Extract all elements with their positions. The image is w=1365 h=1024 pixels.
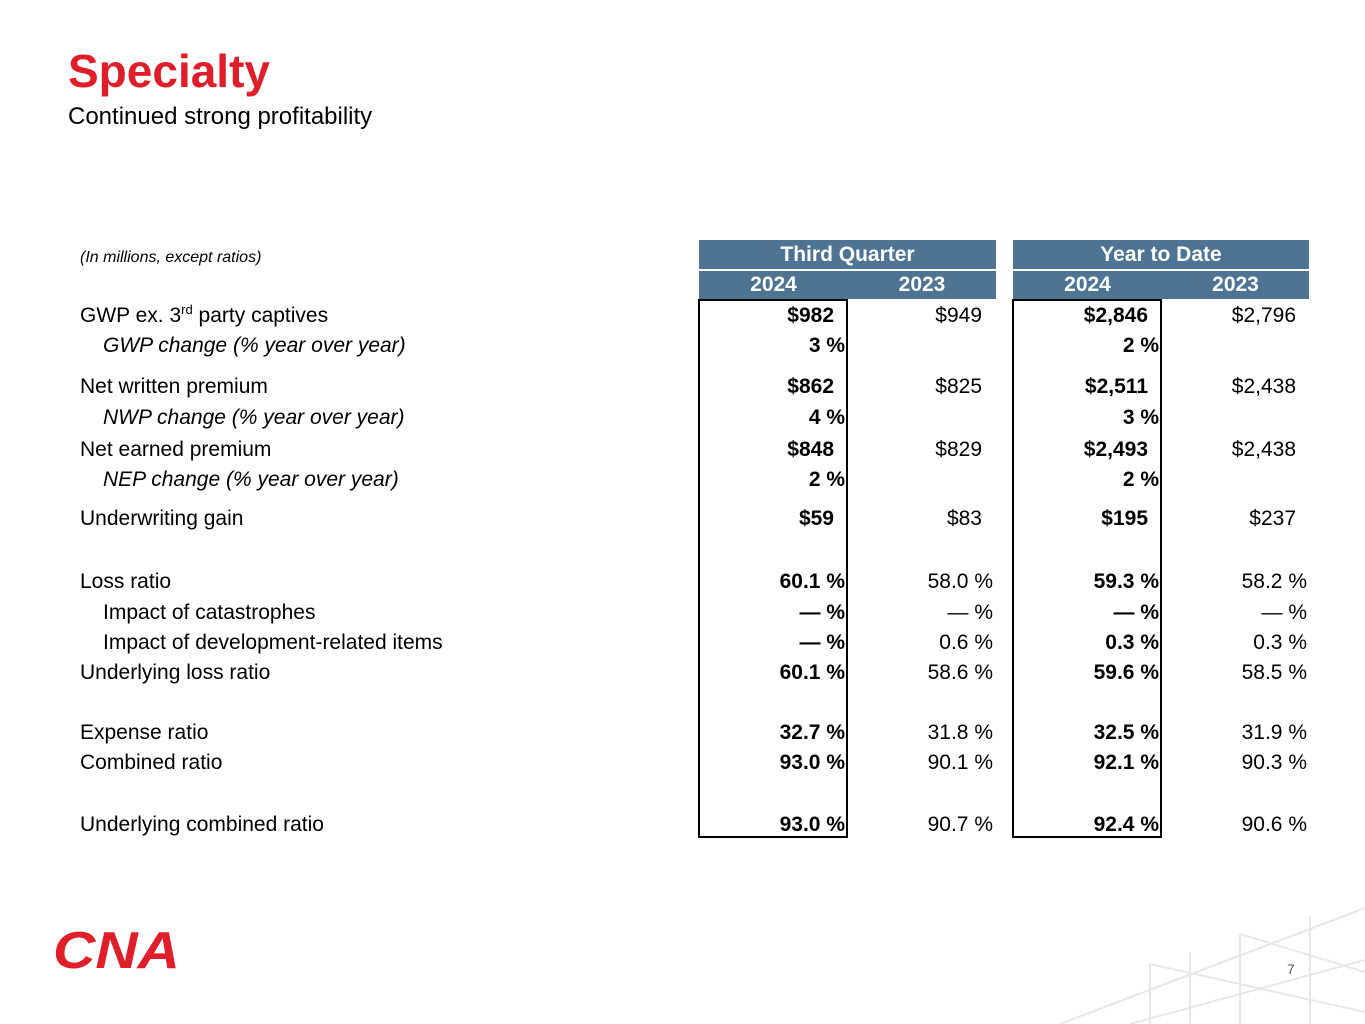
value-q3-2024: $59 — [798, 507, 834, 530]
row-label: Combined ratio — [80, 751, 223, 774]
table-row-nep: Net earned premium $848 $829 $2,493 $2,4… — [0, 435, 1365, 465]
value-ytd-2023: $2,796 — [1231, 304, 1296, 327]
value-ytd-2024: 0.3 % — [1105, 631, 1159, 654]
value-ytd-2023: 58.2 % — [1241, 570, 1307, 593]
value-q3-2024: $862 — [787, 375, 834, 398]
value-ytd-2024: 59.6 % — [1093, 661, 1159, 684]
decorative-lines-graphic — [1059, 907, 1365, 1024]
value-q3-2023: 0.6 % — [939, 631, 993, 654]
row-label: Expense ratio — [80, 721, 209, 744]
value-ytd-2023: 90.6 % — [1241, 813, 1307, 836]
value-ytd-2023: 31.9 % — [1241, 721, 1307, 744]
value-ytd-2024: 2 % — [1122, 334, 1159, 357]
row-label: GWP ex. 3rd party captives — [80, 302, 329, 327]
slide-subtitle: Continued strong profitability — [68, 103, 373, 130]
value-ytd-2023: 90.3 % — [1241, 751, 1307, 774]
value-ytd-2023: $2,438 — [1231, 438, 1296, 461]
value-q3-2023: — % — [947, 601, 993, 624]
units-note: (In millions, except ratios) — [80, 249, 262, 266]
value-ytd-2024: 32.5 % — [1093, 721, 1159, 744]
value-ytd-2024: $2,493 — [1083, 438, 1148, 461]
value-q3-2024: 4 % — [808, 406, 845, 429]
cna-logo: CNA — [53, 925, 180, 971]
row-label: Underlying combined ratio — [80, 813, 324, 836]
value-ytd-2024: 59.3 % — [1093, 570, 1159, 593]
header-third-quarter: Third Quarter — [699, 240, 996, 269]
value-q3-2024: 2 % — [808, 468, 845, 491]
svg-text:CNA: CNA — [53, 925, 180, 971]
row-label: Impact of catastrophes — [103, 601, 316, 624]
value-ytd-2024: 2 % — [1122, 468, 1159, 491]
value-q3-2023: 58.6 % — [927, 661, 993, 684]
value-q3-2023: 31.8 % — [927, 721, 993, 744]
value-q3-2024: $982 — [787, 304, 834, 327]
value-ytd-2023: $2,438 — [1231, 375, 1296, 398]
value-q3-2024: — % — [799, 631, 845, 654]
table-row-nwp-change: NWP change (% year over year) 4 % 3 % — [0, 403, 1365, 433]
value-q3-2023: $825 — [935, 375, 982, 398]
table-row-combined-ratio: Combined ratio 93.0 % 90.1 % 92.1 % 90.3… — [0, 748, 1365, 778]
header-q3-2024: 2024 — [699, 271, 848, 299]
value-q3-2024: 93.0 % — [779, 813, 845, 836]
table-row-development-items: Impact of development-related items — % … — [0, 628, 1365, 658]
value-q3-2023: $949 — [935, 304, 982, 327]
value-ytd-2024: $2,511 — [1084, 375, 1148, 398]
value-ytd-2023: 58.5 % — [1241, 661, 1307, 684]
row-label: Net written premium — [80, 375, 268, 398]
value-ytd-2023: $237 — [1249, 507, 1296, 530]
value-ytd-2024: 92.4 % — [1093, 813, 1159, 836]
row-label: NEP change (% year over year) — [103, 468, 399, 491]
table-row-nwp: Net written premium $862 $825 $2,511 $2,… — [0, 372, 1365, 402]
table-row-gwp: GWP ex. 3rd party captives $982 $949 $2,… — [0, 301, 1365, 331]
value-ytd-2024: — % — [1113, 601, 1159, 624]
value-q3-2024: — % — [799, 601, 845, 624]
value-q3-2023: $829 — [935, 438, 982, 461]
value-q3-2023: 58.0 % — [927, 570, 993, 593]
value-ytd-2024: 92.1 % — [1093, 751, 1159, 774]
header-q3-2023: 2023 — [848, 271, 996, 299]
value-q3-2024: 60.1 % — [779, 661, 845, 684]
header-year-to-date: Year to Date — [1013, 240, 1309, 269]
value-q3-2023: 90.1 % — [927, 751, 993, 774]
row-label: Underlying loss ratio — [80, 661, 271, 684]
value-q3-2023: 90.7 % — [927, 813, 993, 836]
table-row-nep-change: NEP change (% year over year) 2 % 2 % — [0, 465, 1365, 495]
table-row-catastrophes: Impact of catastrophes — % — % — % — % — [0, 598, 1365, 628]
table-row-expense-ratio: Expense ratio 32.7 % 31.8 % 32.5 % 31.9 … — [0, 718, 1365, 748]
row-label: GWP change (% year over year) — [103, 334, 406, 357]
table-row-underwriting-gain: Underwriting gain $59 $83 $195 $237 — [0, 504, 1365, 534]
value-q3-2024: 32.7 % — [779, 721, 845, 744]
row-label: Net earned premium — [80, 438, 272, 461]
table-row-underlying-loss-ratio: Underlying loss ratio 60.1 % 58.6 % 59.6… — [0, 658, 1365, 688]
row-label: NWP change (% year over year) — [103, 406, 405, 429]
table-row-underlying-combined-ratio: Underlying combined ratio 93.0 % 90.7 % … — [0, 810, 1365, 840]
row-label: Underwriting gain — [80, 507, 244, 530]
highlight-box-ytd-2024 — [1012, 299, 1162, 838]
value-ytd-2023: 0.3 % — [1253, 631, 1307, 654]
value-ytd-2023: — % — [1261, 601, 1307, 624]
table-row-gwp-change: GWP change (% year over year) 3 % 2 % — [0, 331, 1365, 361]
row-label: Loss ratio — [80, 570, 172, 593]
value-q3-2024: 60.1 % — [779, 570, 845, 593]
highlight-box-q3-2024 — [698, 299, 848, 838]
value-q3-2024: 3 % — [808, 334, 845, 357]
table-row-loss-ratio: Loss ratio 60.1 % 58.0 % 59.3 % 58.2 % — [0, 567, 1365, 597]
value-ytd-2024: 3 % — [1122, 406, 1159, 429]
page-number: 7 — [1287, 961, 1295, 977]
value-q3-2024: 93.0 % — [779, 751, 845, 774]
slide-title: Specialty — [68, 45, 270, 97]
header-ytd-2024: 2024 — [1013, 271, 1162, 299]
value-ytd-2024: $195 — [1101, 507, 1148, 530]
value-q3-2023: $83 — [946, 507, 982, 530]
value-ytd-2024: $2,846 — [1083, 304, 1148, 327]
header-ytd-2023: 2023 — [1162, 271, 1309, 299]
value-q3-2024: $848 — [787, 438, 834, 461]
row-label: Impact of development-related items — [103, 631, 443, 654]
